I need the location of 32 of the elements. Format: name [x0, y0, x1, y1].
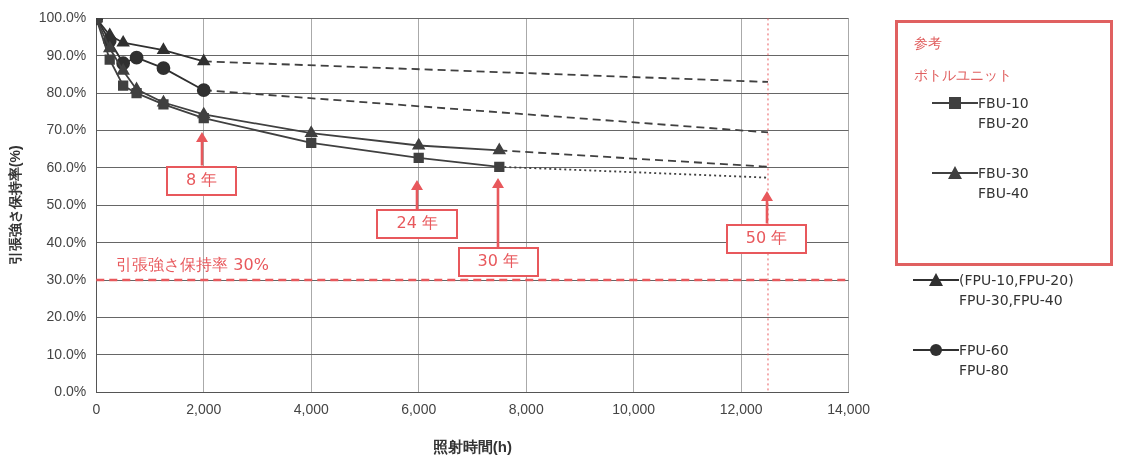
legend-label: FPU-60 FPU-80 [959, 341, 1009, 380]
y-tick-label: 80.0% [46, 84, 87, 101]
y-tick-label: 40.0% [46, 233, 87, 250]
legend-label: FBU-30 FBU-40 [978, 164, 1029, 203]
y-tick-label: 70.0% [46, 121, 87, 138]
x-tick-label: 10,000 [612, 401, 656, 418]
y-tick-label: 50.0% [46, 196, 87, 213]
legend-label: (FPU-10,FPU-20) FPU-30,FPU-40 [959, 271, 1074, 310]
annotation: 50 年 [725, 223, 808, 254]
annotation: 8 年 [165, 165, 238, 196]
x-tick-label: 8,000 [508, 401, 544, 418]
ref-line-label: 引張強さ保持率 30% [116, 255, 269, 275]
annotation: 30 年 [457, 246, 539, 277]
y-axis-title: 引張強さ保持率(%) [7, 145, 24, 266]
y-tick-label: 100.0% [38, 9, 87, 26]
y-tick-label: 30.0% [46, 270, 87, 287]
x-tick-label: 2,000 [186, 401, 222, 418]
y-tick-label: 20.0% [46, 308, 87, 325]
x-tick-label: 14,000 [827, 401, 871, 418]
legend-label: FBU-10 FBU-20 [978, 94, 1029, 133]
y-tick-label: 10.0% [46, 345, 87, 362]
legend-title: 参考 [914, 34, 943, 53]
y-tick-label: 0.0% [54, 383, 87, 400]
annotation: 24 年 [376, 208, 458, 239]
x-axis-title: 照射時間(h) [432, 438, 513, 456]
x-tick-label: 4,000 [293, 401, 329, 418]
y-tick-label: 90.0% [46, 46, 87, 63]
x-tick-label: 0 [92, 401, 101, 418]
text: ボトルユニット [914, 66, 1013, 85]
y-tick-label: 60.0% [46, 158, 87, 175]
x-tick-label: 12,000 [719, 401, 763, 418]
x-tick-label: 6,000 [401, 401, 437, 418]
